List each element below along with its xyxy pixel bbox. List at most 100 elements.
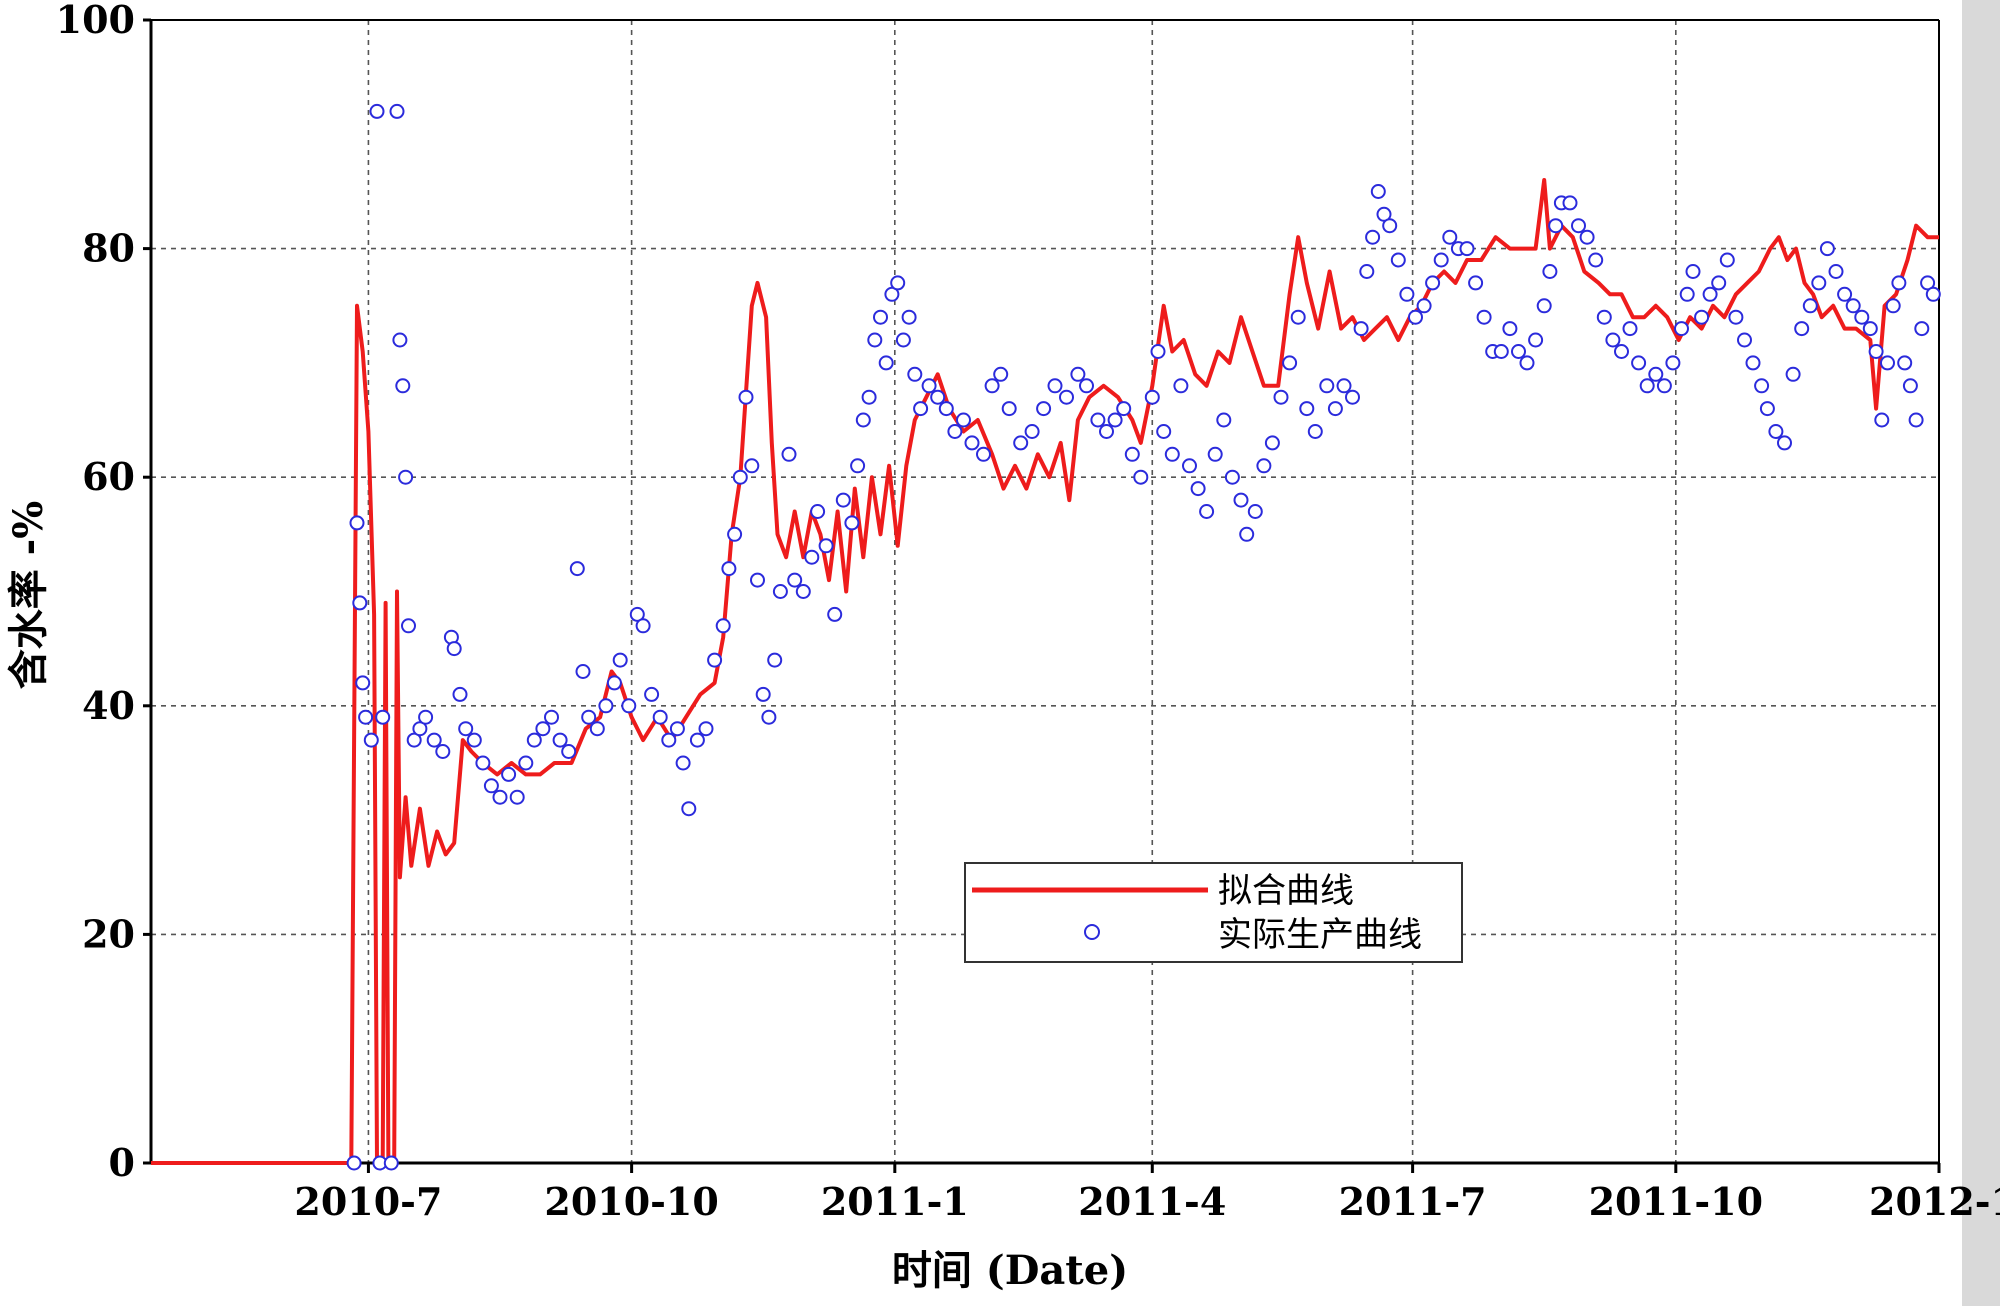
actual-data-point [707,652,723,668]
actual-data-point [818,538,834,554]
actual-data-point [1013,435,1029,451]
actual-markers-layer [346,103,1941,1171]
actual-data-point [401,618,416,634]
actual-data-point [1914,321,1930,337]
actual-data-point [1207,446,1223,462]
actual-data-point [1874,412,1890,428]
actual-data-point [1327,401,1343,417]
actual-data-point [346,1155,362,1171]
actual-data-point [1925,286,1941,302]
actual-data-point [395,378,411,394]
actual-data-point [727,526,743,542]
actual-data-point [698,721,714,737]
actual-data-point [1674,321,1689,337]
actual-data-point [1099,424,1114,439]
actual-data-point [1233,492,1249,508]
actual-data-point [1047,378,1063,394]
actual-data-point [561,744,577,759]
actual-data-point [349,515,365,531]
actual-data-point [598,698,614,714]
actual-data-point [1059,389,1074,405]
actual-data-point [392,332,408,348]
actual-data-point [721,561,737,577]
actual-data-point [850,458,866,474]
actual-data-point [835,492,851,508]
actual-data-point [1307,424,1323,439]
actual-data-point [1728,309,1744,325]
actual-data-point [781,446,797,462]
actual-data-point [629,606,645,622]
actual-data-point [1359,264,1375,279]
actual-data-point [389,103,405,119]
actual-data-point [1273,389,1289,405]
y-tick-label: 20 [82,911,135,956]
actual-data-point [844,515,860,531]
actual-data-point [1519,355,1535,371]
actual-data-point [744,458,760,474]
actual-data-point [383,1155,399,1171]
actual-data-point [1542,264,1558,279]
actual-data-point [750,572,765,588]
scrollbar-track[interactable] [1962,0,2000,1306]
actual-data-point [1528,332,1544,348]
actual-data-point [661,732,677,748]
actual-data-point [1908,412,1924,428]
actual-data-point [1133,469,1149,485]
actual-data-point [1282,355,1298,371]
actual-data-point [861,389,877,405]
actual-data-point [1199,504,1215,519]
actual-data-point [810,504,826,519]
x-tick-label: 2012-1 [1869,1179,2000,1224]
actual-data-point [1001,401,1017,417]
actual-data-point [867,332,883,348]
actual-data-point [1579,229,1595,245]
actual-data-point [569,561,585,577]
fit-curve-layer [151,178,1939,1165]
actual-data-point [363,732,379,748]
actual-data-point [1885,298,1901,314]
actual-data-point [681,801,697,817]
actual-data-point [1036,401,1052,417]
grid-layer [151,20,1939,1163]
actual-data-point [606,675,622,691]
actual-data-point [1837,286,1853,302]
actual-data-point [1511,344,1526,359]
actual-data-point [1319,378,1335,394]
actual-data-point [1173,378,1189,394]
actual-data-point [976,446,991,462]
y-tick-label: 80 [82,226,135,271]
actual-data-point [1745,355,1761,371]
actual-data-point [1588,252,1604,268]
actual-data-point [1493,344,1509,359]
actual-data-point [446,641,462,657]
actual-data-point [1382,218,1398,234]
actual-data-point [1264,435,1280,451]
actual-data-point [804,549,820,565]
actual-data-point [355,675,371,691]
actual-data-point [1548,218,1564,234]
actual-data-point [501,766,517,782]
actual-data-point [827,606,843,622]
actual-data-point [1794,321,1810,337]
actual-data-point [873,309,888,325]
actual-data-point [947,424,963,439]
actual-data-point [761,709,777,725]
actual-data-point [1920,275,1936,291]
y-tick-label: 0 [109,1140,135,1185]
actual-data-point [526,732,542,748]
fit-curve-line [151,178,1939,1165]
actual-data-point [1631,355,1647,371]
x-tick-label: 2011-10 [1589,1179,1763,1224]
actual-data-point [921,378,937,394]
actual-data-point [738,389,754,405]
actual-data-point [1353,321,1369,337]
actual-data-point [1024,424,1040,439]
actual-data-point [1116,401,1132,417]
actual-data-point [1819,241,1835,257]
actual-data-point [895,332,911,348]
actual-data-point [612,652,628,668]
actual-data-point [901,309,917,325]
actual-data-point [1442,229,1458,245]
